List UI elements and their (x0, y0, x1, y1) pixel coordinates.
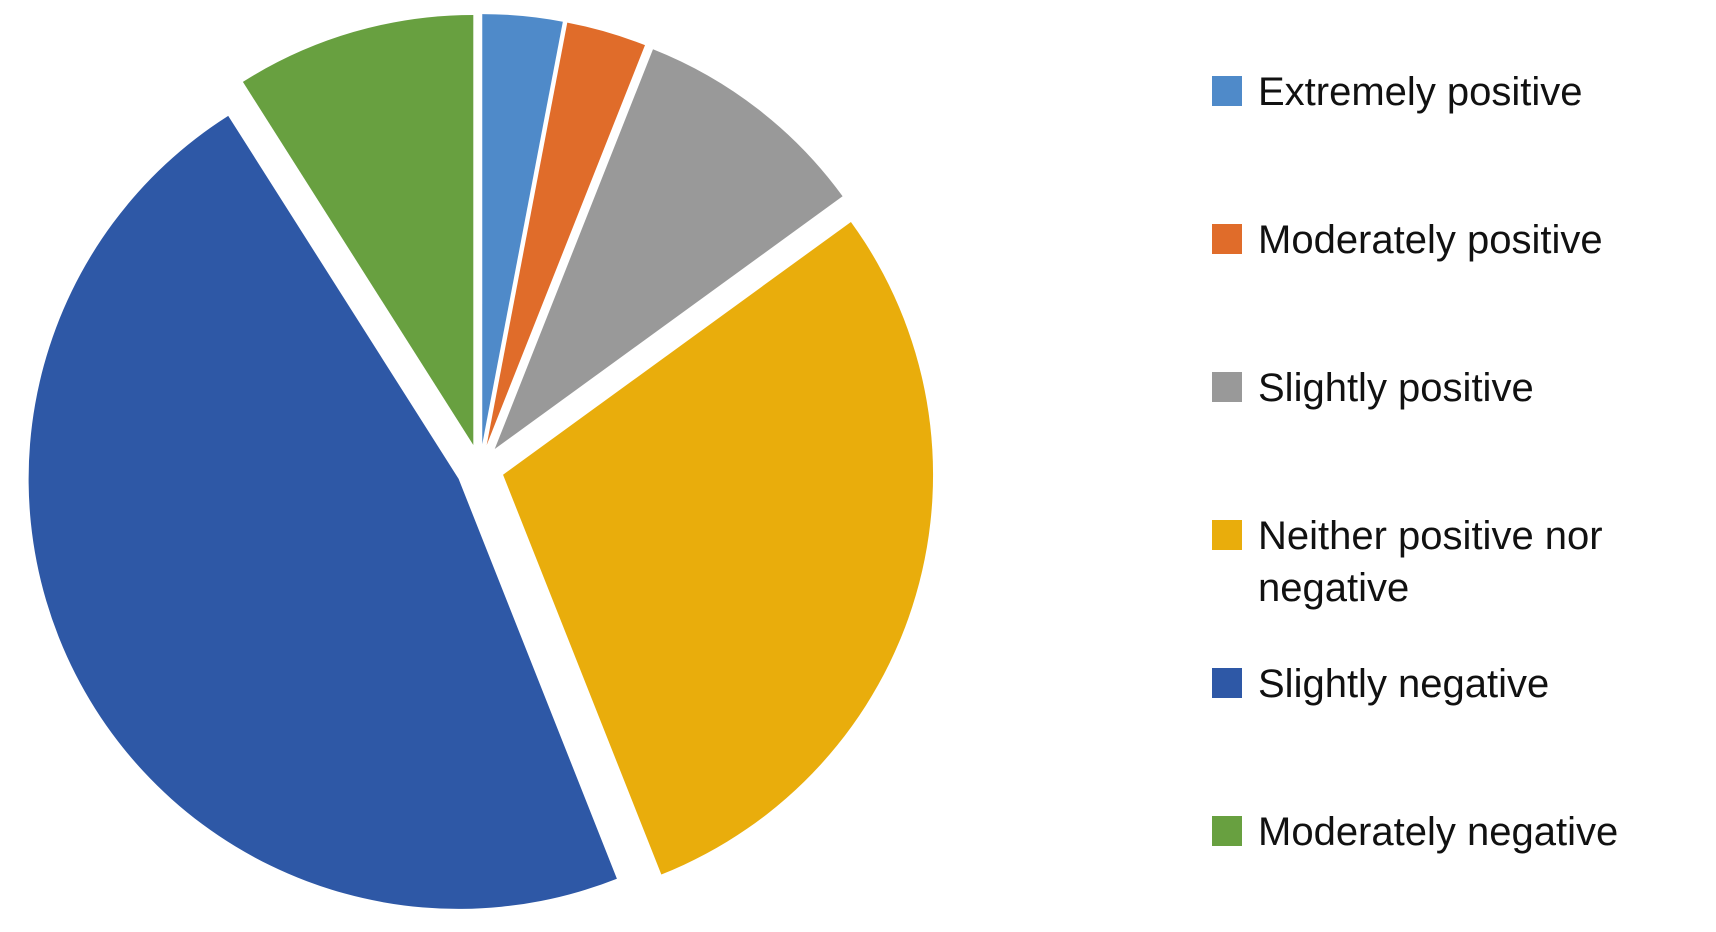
pie-slice (28, 115, 617, 909)
legend-label: Slightly negative (1258, 662, 1550, 706)
pie-slice (242, 14, 474, 445)
pie-slice (494, 49, 843, 450)
legend-item: Slightly negative (1212, 658, 1698, 710)
pie-slice (482, 14, 563, 445)
legend-label: Slightly positive (1258, 366, 1534, 410)
legend-swatch (1212, 668, 1242, 698)
legend-swatch (1212, 520, 1242, 550)
legend-swatch (1212, 816, 1242, 846)
legend-item: Moderately negative (1212, 806, 1698, 858)
legend-item: Moderately positive (1212, 214, 1698, 266)
legend-label: Neither positive nor negative (1258, 514, 1603, 610)
legend-label: Moderately negative (1258, 810, 1619, 854)
legend-label: Moderately positive (1258, 218, 1603, 262)
legend: Extremely positive Moderately positive Sli… (1212, 0, 1712, 932)
legend-swatch (1212, 76, 1242, 106)
chart (28, 14, 934, 909)
legend-item: Extremely positive (1212, 66, 1698, 118)
legend-item: Neither positive nor negative (1212, 510, 1698, 614)
pie-slice (486, 22, 645, 445)
pie-slice (503, 221, 934, 875)
legend-label: Extremely positive (1258, 70, 1583, 114)
legend-swatch (1212, 372, 1242, 402)
legend-item: Slightly positive (1212, 362, 1698, 414)
legend-swatch (1212, 224, 1242, 254)
